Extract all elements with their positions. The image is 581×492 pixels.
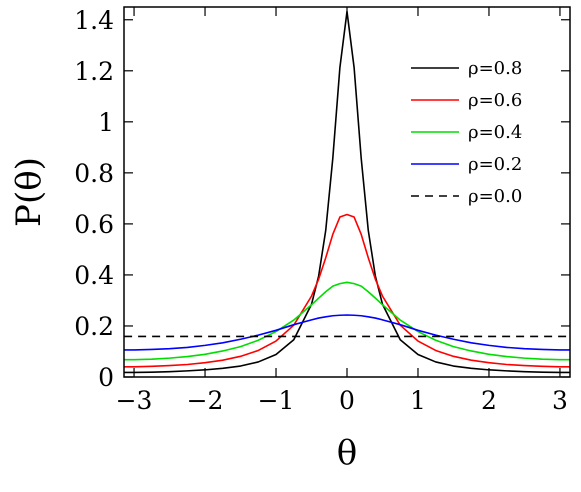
legend-label: ρ=0.0	[468, 186, 522, 207]
y-tick-label: 0	[98, 363, 114, 392]
legend-label: ρ=0.2	[468, 154, 522, 175]
tick-labels: −3 −2 −1 0 1 2 3 0 0.2 0.4 0.6 0.8 1 1.2 1.4	[74, 6, 568, 415]
legend-label: ρ=0.8	[468, 58, 522, 79]
x-tick-label: 2	[481, 386, 497, 415]
series-line-2	[124, 213, 570, 368]
x-tick-label: 0	[339, 386, 355, 415]
y-tick-label: 0.4	[74, 261, 114, 290]
legend: ρ=0.8 ρ=0.6 ρ=0.4 ρ=0.2 ρ=0.0	[411, 58, 522, 207]
x-tick-label: 3	[552, 386, 568, 415]
y-tick-label: 1.2	[74, 57, 114, 86]
y-tick-label: 1	[98, 108, 114, 137]
x-tick-label: −2	[187, 386, 224, 415]
series-line-3	[124, 281, 570, 361]
x-tick-label: 1	[410, 386, 426, 415]
series-line-4	[124, 314, 570, 351]
y-axis-label: P(θ)	[9, 157, 49, 227]
legend-label: ρ=0.4	[468, 122, 522, 143]
x-tick-label: −1	[258, 386, 295, 415]
axis-ticks	[124, 7, 570, 378]
legend-label: ρ=0.6	[468, 90, 522, 111]
x-tick-label: −3	[116, 386, 153, 415]
y-tick-label: 0.6	[74, 210, 114, 239]
y-tick-label: 0.8	[74, 159, 114, 188]
x-axis-label: θ	[337, 433, 357, 473]
y-tick-label: 1.4	[74, 6, 114, 35]
y-tick-label: 0.2	[74, 312, 114, 341]
